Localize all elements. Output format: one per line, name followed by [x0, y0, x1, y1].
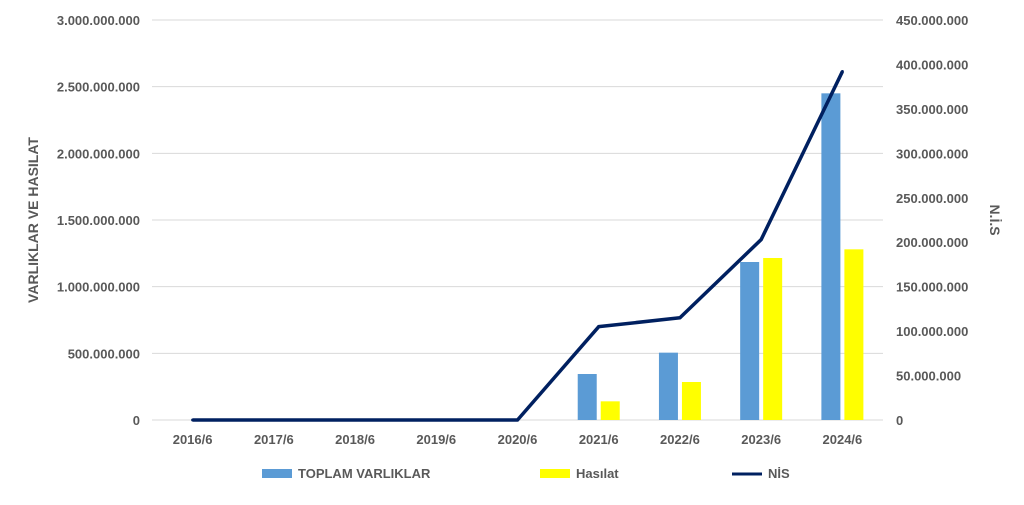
point-nis-7: [759, 238, 763, 242]
point-nis-2: [353, 418, 357, 422]
y-tick-label: 1.500.000.000: [57, 213, 140, 228]
y2-tick-label: 300.000.000: [896, 146, 968, 161]
y2-tick-label: 400.000.000: [896, 57, 968, 72]
bar-has-lat-7: [763, 258, 783, 420]
y-tick-label: 2.500.000.000: [57, 80, 140, 95]
point-nis-6: [678, 316, 682, 320]
gridlines: [152, 19, 883, 421]
y2-tick-label: 200.000.000: [896, 235, 968, 250]
y-tick-label: 2.000.000.000: [57, 146, 140, 161]
x-tick-label: 2018/6: [335, 432, 375, 447]
bar-has-lat-5: [600, 401, 620, 420]
right-axis-ticks: 0 50.000.000 100.000.000 150.000.000 200.000…: [896, 13, 968, 428]
x-axis-ticks: 2016/6 2017/6 2018/6 2019/6 2020/6 2021/6 2022…: [173, 432, 863, 447]
point-nis-1: [272, 418, 276, 422]
point-nis-4: [516, 418, 519, 422]
legend-swatch-toplam-varliklar: [262, 469, 292, 478]
y-axis-title: VARLIKLAR VE HASILAT: [25, 137, 41, 303]
y2-tick-label: 150.000.000: [896, 280, 968, 295]
left-axis-ticks: 0 500.000.000 1.000.000.000 1.500.000.000 2.…: [57, 13, 140, 428]
legend-label-nis: NİS: [768, 466, 790, 481]
y2-tick-label: 100.000.000: [896, 324, 968, 339]
legend-label-toplam-varliklar: TOPLAM VARLIKLAR: [298, 466, 431, 481]
bar-toplam-varliklar-6: [658, 352, 678, 420]
bar-has-lat-6: [681, 382, 701, 420]
x-tick-label: 2019/6: [416, 432, 456, 447]
y2-tick-label: 0: [896, 413, 903, 428]
legend-label-hasilat: Hasılat: [576, 466, 619, 481]
x-tick-label: 2021/6: [579, 432, 619, 447]
bar-toplam-varliklar-5: [577, 374, 597, 420]
point-nis-0: [191, 418, 195, 422]
x-tick-label: 2016/6: [173, 432, 213, 447]
legend-swatch-hasilat: [540, 469, 570, 478]
y2-axis-title: N.İ.S: [987, 204, 1003, 235]
point-nis-5: [597, 325, 601, 329]
y2-tick-label: 450.000.000: [896, 13, 968, 28]
y-tick-label: 1.000.000.000: [57, 280, 140, 295]
line-series: [191, 70, 844, 422]
bar-has-lat-8: [844, 249, 864, 420]
y2-tick-label: 250.000.000: [896, 191, 968, 206]
x-tick-label: 2024/6: [823, 432, 863, 447]
y-tick-label: 500.000.000: [68, 346, 140, 361]
x-tick-label: 2022/6: [660, 432, 700, 447]
x-tick-label: 2017/6: [254, 432, 294, 447]
y-tick-label: 3.000.000.000: [57, 13, 140, 28]
y-tick-label: 0: [133, 413, 140, 428]
x-tick-label: 2023/6: [741, 432, 781, 447]
legend: TOPLAM VARLIKLAR Hasılat NİS: [262, 466, 790, 481]
bar-toplam-varliklar-8: [821, 93, 841, 420]
y2-tick-label: 50.000.000: [896, 369, 961, 384]
point-nis-3: [434, 418, 438, 422]
y2-tick-label: 350.000.000: [896, 102, 968, 117]
bar-toplam-varliklar-7: [740, 262, 760, 420]
x-tick-label: 2020/6: [498, 432, 538, 447]
bar-series: [577, 93, 864, 420]
point-nis-8: [840, 70, 844, 74]
